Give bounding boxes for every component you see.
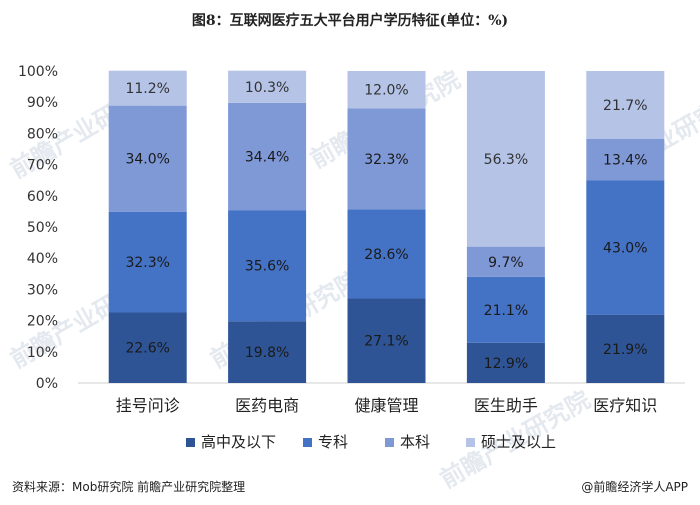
- data-label: 19.8%: [245, 345, 289, 361]
- legend-label: 高中及以下: [201, 433, 276, 451]
- y-tick-label: 70%: [27, 158, 58, 174]
- legend-label: 本科: [400, 433, 430, 451]
- bar-segment: [108, 70, 187, 106]
- bar-segment: [586, 138, 665, 181]
- data-label: 32.3%: [364, 152, 408, 168]
- bar-segment: [347, 108, 426, 210]
- y-tick-label: 50%: [27, 220, 58, 236]
- data-label: 43.0%: [603, 241, 647, 257]
- bar-segment: [347, 298, 426, 383]
- bar-segment: [228, 102, 307, 211]
- x-tick-label: 医药电商: [235, 396, 299, 415]
- bar-segment: [108, 211, 187, 313]
- chart-title: 图8：互联网医疗五大平台用户学历特征(单位：%): [191, 13, 509, 29]
- bar-segment: [466, 246, 545, 277]
- data-label: 32.3%: [125, 255, 169, 271]
- legend-label: 硕士及以上: [481, 433, 556, 451]
- legend-label: 专科: [318, 433, 348, 451]
- data-label: 22.6%: [125, 341, 169, 357]
- y-tick-label: 30%: [27, 282, 58, 298]
- x-tick-label: 健康管理: [354, 396, 418, 415]
- y-tick-label: 20%: [27, 314, 58, 330]
- bar-segment: [586, 314, 665, 383]
- y-tick-label: 80%: [27, 126, 58, 142]
- data-label: 28.6%: [364, 247, 408, 263]
- y-tick-label: 10%: [27, 345, 58, 361]
- bar-segment: [586, 71, 665, 139]
- x-tick-label: 挂号问诊: [116, 396, 180, 415]
- bar-segment: [466, 342, 545, 383]
- y-tick-label: 60%: [27, 189, 58, 205]
- y-tick-label: 0%: [36, 376, 58, 392]
- y-tick-label: 40%: [27, 251, 58, 267]
- bar-segment: [108, 312, 187, 383]
- bar-segment: [108, 105, 187, 212]
- bar-segment: [466, 276, 545, 343]
- legend-swatch: [385, 438, 394, 447]
- data-label: 11.2%: [125, 81, 169, 97]
- data-label: 35.6%: [245, 259, 289, 275]
- bar-segment: [466, 71, 545, 247]
- credit-note: @前瞻经济学人APP: [581, 480, 688, 494]
- legend-swatch: [466, 438, 475, 447]
- y-tick-label: 90%: [27, 95, 58, 111]
- x-tick-label: 医生助手: [474, 396, 538, 415]
- data-label: 9.7%: [488, 255, 524, 271]
- data-label: 56.3%: [484, 152, 528, 168]
- data-label: 13.4%: [603, 153, 647, 169]
- bar-segment: [228, 210, 307, 322]
- x-tick-label: 医疗知识: [593, 396, 657, 415]
- data-label: 21.7%: [603, 98, 647, 114]
- data-label: 12.9%: [484, 356, 528, 372]
- bar-segment: [347, 71, 426, 109]
- stacked-bar-chart: 0% 10% 20% 30% 40% 50% 60% 70% 80% 90% 100% 22.6% 32…: [18, 64, 685, 451]
- data-label: 34.4%: [245, 149, 289, 165]
- source-note: 资料来源：Mob研究院 前瞻产业研究院整理: [12, 480, 246, 494]
- data-label: 12.0%: [364, 83, 408, 99]
- legend-swatch: [303, 438, 312, 447]
- y-tick-label: 100%: [18, 64, 58, 80]
- data-label: 27.1%: [364, 334, 408, 350]
- bar-segment: [228, 321, 307, 383]
- bar-segment: [228, 70, 307, 103]
- data-label: 21.1%: [484, 303, 528, 319]
- bar-segment: [347, 209, 426, 299]
- data-label: 10.3%: [245, 80, 289, 96]
- legend-swatch: [186, 438, 195, 447]
- data-label: 21.9%: [603, 342, 647, 358]
- data-label: 34.0%: [125, 152, 169, 168]
- bar-segment: [586, 180, 665, 315]
